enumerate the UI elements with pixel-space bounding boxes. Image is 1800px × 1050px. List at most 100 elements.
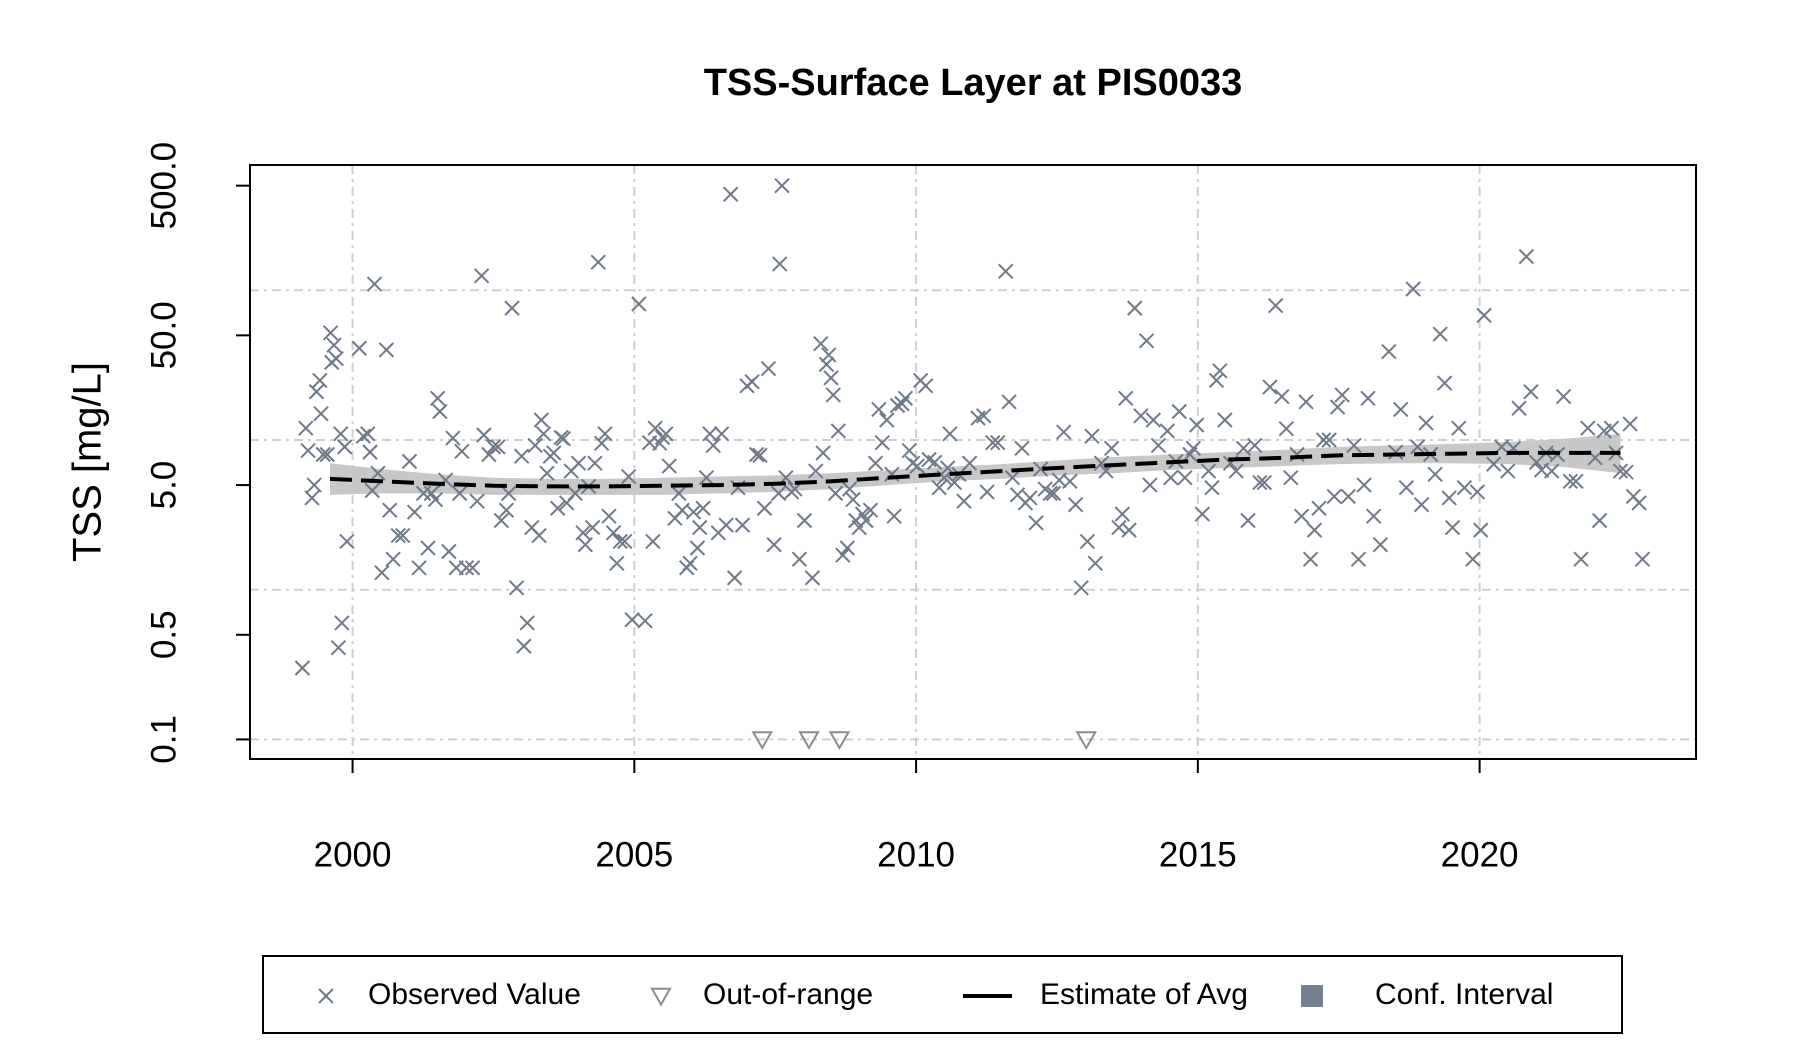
x-tick-label: 2020 — [1441, 835, 1519, 874]
marker-x — [886, 508, 902, 524]
marker-x — [504, 300, 520, 316]
marker-x — [1555, 388, 1572, 405]
marker-x — [513, 448, 530, 464]
marker-x — [390, 527, 406, 544]
marker-x — [1544, 463, 1560, 479]
marker-x — [1427, 466, 1443, 483]
marker-x — [1340, 488, 1357, 505]
marker-x — [420, 540, 436, 556]
marker-x — [1634, 551, 1651, 567]
marker-x — [601, 508, 617, 524]
legend-label: Estimate of Avg — [1040, 978, 1248, 1011]
marker-x — [415, 485, 432, 502]
marker-x — [1372, 536, 1389, 553]
marker-x — [1283, 469, 1299, 486]
marker-x — [374, 564, 390, 581]
marker-x — [1360, 390, 1376, 406]
y-tick-label: 50.0 — [144, 301, 183, 369]
marker-x — [1127, 300, 1143, 316]
marker-x — [493, 512, 510, 529]
marker-x — [1405, 281, 1421, 297]
marker-x — [1476, 307, 1492, 324]
marker-x — [631, 296, 647, 312]
marker-x — [975, 408, 992, 424]
marker-x — [871, 401, 887, 418]
marker-x — [827, 485, 844, 502]
marker-x — [1562, 473, 1579, 489]
marker-x — [1473, 522, 1489, 538]
marker-x — [445, 430, 461, 446]
marker-x — [658, 426, 674, 442]
marker-x — [671, 485, 687, 502]
marker-x — [645, 533, 661, 550]
marker-x — [1121, 522, 1137, 538]
marker-x — [406, 504, 423, 520]
marker-x — [845, 491, 861, 508]
marker-x — [300, 442, 316, 459]
marker-x — [1001, 394, 1017, 410]
marker-x — [990, 434, 1006, 451]
marker-x — [1262, 379, 1278, 395]
marker-x — [756, 500, 773, 516]
marker-x — [931, 480, 947, 496]
marker-x — [328, 350, 344, 367]
marker-x — [1298, 394, 1314, 410]
marker-x — [815, 445, 831, 461]
marker-x — [1228, 463, 1244, 479]
marker-x — [682, 555, 698, 572]
marker-x — [1067, 496, 1084, 513]
marker-x — [427, 491, 444, 508]
marker-x — [1393, 401, 1409, 418]
marker-x — [334, 615, 350, 631]
marker-x — [1603, 420, 1620, 436]
marker-x — [1436, 375, 1453, 391]
marker-x — [713, 426, 730, 442]
marker-x — [1306, 522, 1323, 538]
marker-x — [1073, 580, 1089, 596]
marker-x — [1142, 477, 1158, 493]
marker-x — [1133, 408, 1149, 424]
marker-x — [1062, 473, 1078, 489]
y-tick-label: 0.5 — [144, 610, 183, 659]
marker-x — [904, 455, 921, 471]
marker-x — [839, 540, 856, 556]
marker-x — [593, 435, 610, 452]
marker-x — [1212, 363, 1228, 379]
marker-x — [539, 465, 555, 481]
marker-x — [1469, 484, 1486, 500]
marker-triangle — [650, 987, 672, 1007]
marker-x — [508, 580, 525, 596]
marker-x — [1138, 333, 1155, 349]
marker-x — [1087, 555, 1103, 572]
marker-x — [620, 468, 637, 485]
legend-swatch — [1301, 985, 1323, 1007]
marker-x — [997, 263, 1014, 279]
marker-x — [917, 378, 934, 394]
marker-x — [382, 502, 398, 518]
marker-x — [1418, 415, 1434, 431]
marker-x — [823, 370, 839, 386]
marker-x — [535, 426, 552, 442]
marker-x — [590, 254, 606, 270]
marker-x — [1056, 424, 1072, 440]
marker-x — [1235, 440, 1252, 457]
marker-x — [926, 454, 943, 470]
x-tick-label: 2010 — [877, 835, 955, 874]
marker-x — [1163, 469, 1179, 486]
marker-x — [702, 426, 718, 442]
marker-x — [748, 446, 765, 463]
marker-x — [772, 256, 788, 272]
marker-x — [1591, 512, 1608, 529]
marker-x — [454, 443, 470, 460]
marker-x — [1409, 439, 1426, 455]
y-axis-label: TSS [mg/L] — [66, 362, 110, 562]
marker-x — [1311, 500, 1327, 516]
marker-x — [624, 612, 640, 628]
marker-x — [294, 660, 311, 676]
marker-x — [570, 455, 587, 471]
marker-x — [1329, 399, 1346, 415]
marker-x — [942, 426, 958, 442]
marker-x — [1413, 496, 1430, 513]
marker-x — [1217, 412, 1233, 428]
marker-x — [315, 446, 331, 463]
